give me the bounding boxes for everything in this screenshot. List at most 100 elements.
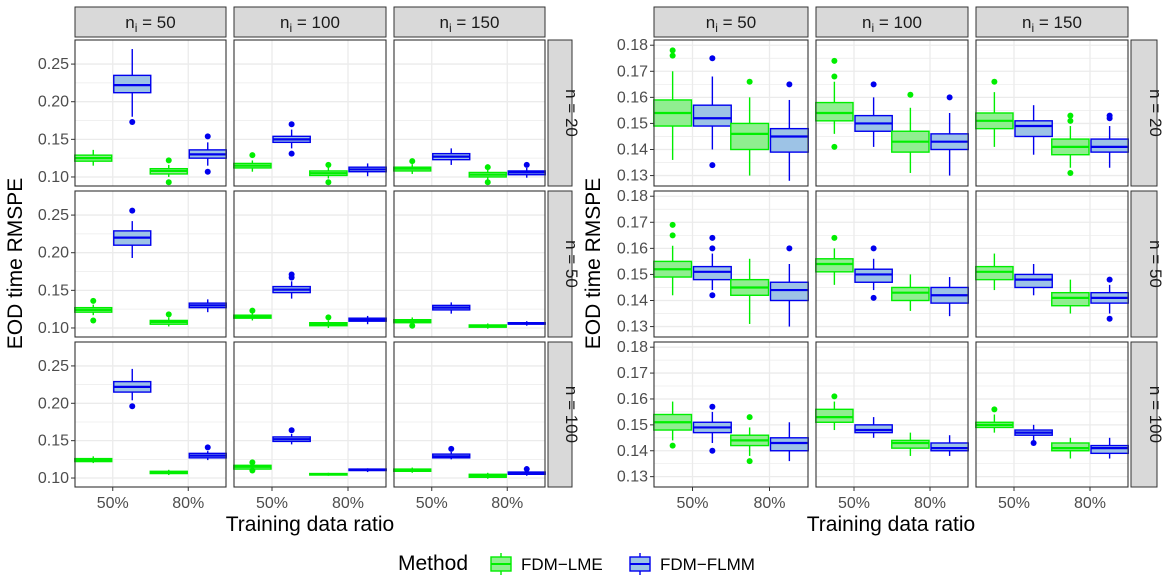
row-strip [1130,341,1158,488]
box-fdm-lme [393,317,432,329]
outlier-point [669,52,676,59]
left-plot: ni = 50 ni = 100 ni = 150 n = 20 n = 50 n = 1… [4,6,581,536]
y-tick-label: 0.14 [617,142,648,159]
box-fdm-lme [468,472,507,479]
outlier-point [669,47,676,54]
y-tick-label: 0.15 [617,115,648,132]
box-fdm-lme [149,311,188,327]
y-tick-label: 0.20 [38,395,69,412]
panel [653,190,809,338]
outlier-point [831,393,838,400]
outlier-point [991,78,998,85]
row-strip-label: n = 100 [1146,386,1163,443]
panel [815,39,969,187]
y-tick-label: 0.10 [38,320,69,337]
panel-border [815,39,969,187]
box-fdm-flmm [272,121,311,157]
outlier-point [325,314,332,321]
box-fdm-lme [309,314,348,328]
x-axis-title: Training data ratio [226,513,394,536]
x-tick-label: 50% [998,495,1030,512]
box-fdm-lme [653,401,693,449]
panel: 50% 80% [233,341,387,512]
col-strip-label: ni = 100 [862,13,922,35]
panel-border [74,341,227,488]
outlier-point [1067,117,1074,124]
row-strip [1130,39,1158,187]
outlier-point [1106,315,1113,322]
panel: 50% 80% [74,341,227,512]
y-tick-label: 0.20 [38,94,69,111]
outlier-point [165,179,172,186]
outlier-point [1106,276,1113,283]
outlier-point [484,164,491,171]
outlier-point [709,292,716,299]
outlier-point [288,427,295,434]
panel [653,39,809,187]
panel-background [394,40,545,186]
box-fdm-flmm [1014,264,1053,296]
row-strip-label: n = 50 [562,240,581,288]
panel-border [975,190,1129,338]
outlier-point [409,322,416,329]
box-iqr [854,268,893,283]
box-iqr [113,74,152,94]
y-tick-label: 0.15 [38,282,69,299]
row-strip [1130,190,1158,338]
outlier-point [946,94,953,101]
box-fdm-lme [891,91,930,173]
panel [233,190,387,338]
box-fdm-lme [975,253,1014,291]
y-tick-label: 0.10 [38,470,69,487]
y-tick-label: 0.13 [617,469,648,486]
outlier-point [1067,169,1074,176]
box-iqr [769,437,809,452]
box-fdm-lme [468,323,507,329]
col-strip [74,6,227,38]
box-fdm-lme [74,297,113,324]
box-fdm-flmm [769,245,809,327]
box-iqr [1014,120,1053,138]
box-fdm-lme [149,157,188,186]
x-tick-label: 80% [332,495,364,512]
box-iqr [930,442,969,452]
outlier-point [831,234,838,241]
panel-background [976,342,1128,487]
box-fdm-lme [1051,279,1090,314]
box-fdm-lme [730,258,770,324]
outlier-point [831,57,838,64]
outlier-point [249,307,256,314]
outlier-point [746,458,753,465]
box-fdm-flmm [1090,276,1129,322]
panel-background [75,342,226,487]
outlier-point [325,179,332,186]
y-tick-label: 0.16 [617,240,648,257]
outlier-point [288,271,295,278]
row-strip-label: n = 100 [562,386,581,443]
outlier-point [204,168,211,175]
panel [393,190,546,338]
box-iqr [1051,291,1090,307]
box-fdm-flmm [769,422,809,462]
box-iqr [815,408,854,423]
panel-border [975,341,1129,488]
box-fdm-flmm [272,271,311,299]
box-fdm-lme [309,472,348,476]
panel-border [653,341,809,488]
x-tick-label: 50% [416,495,448,512]
outlier-point [523,466,530,473]
x-tick-label: 80% [1074,495,1106,512]
outlier-point [831,73,838,80]
outlier-point [129,207,136,214]
box-fdm-flmm [769,81,809,181]
y-tick-label: 0.13 [617,319,648,336]
panel-border [233,39,387,187]
box-iqr [769,281,809,302]
box-fdm-lme [309,161,348,186]
box-fdm-lme [975,406,1014,433]
col-strip-label: ni = 100 [280,13,340,35]
x-tick-label: 80% [753,495,785,512]
outlier-point [129,403,136,410]
x-tick-label: 80% [491,495,523,512]
